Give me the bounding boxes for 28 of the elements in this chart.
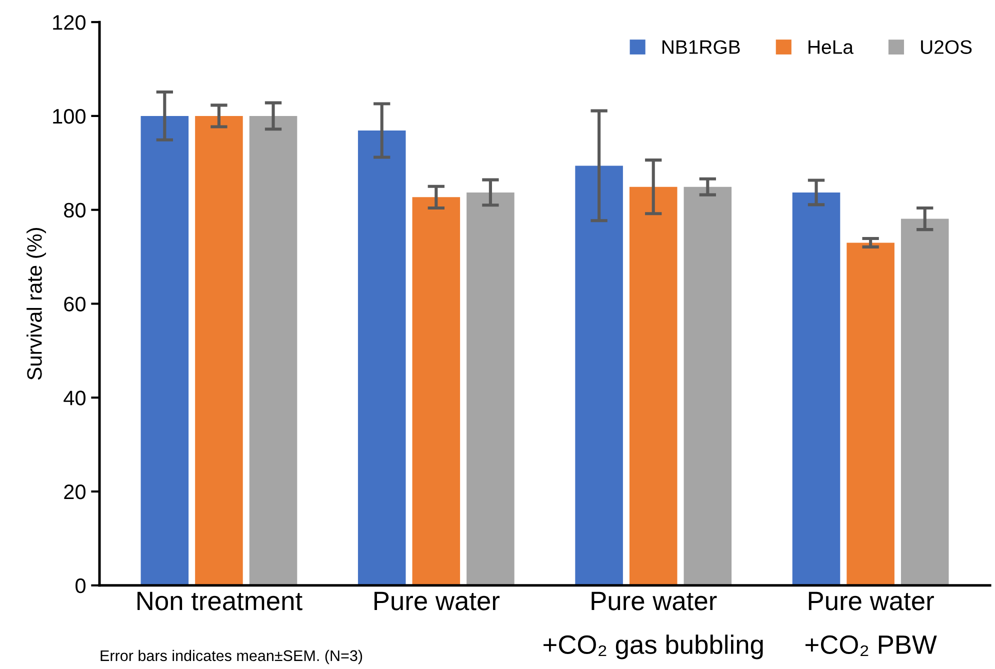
y-tick-label: 20 — [64, 484, 86, 500]
bar — [249, 116, 298, 586]
legend-label: U2OS — [921, 40, 972, 54]
y-tick-label: 0 — [76, 578, 86, 594]
y-tick-label: 80 — [64, 202, 86, 218]
bar — [900, 218, 949, 586]
x-tick-label: Pure water — [374, 592, 500, 610]
y-tick-label: 60 — [64, 296, 86, 312]
bar — [684, 186, 732, 586]
y-tick-label: 100 — [53, 108, 86, 124]
y-tick-label: 40 — [64, 390, 86, 406]
bar — [846, 242, 894, 586]
legend-label: NB1RGB — [662, 40, 740, 54]
bar — [466, 192, 514, 586]
x-tick-label: Pure water +CO₂ PBW — [806, 592, 937, 656]
x-tick-label: Non treatment — [138, 592, 302, 610]
bar — [195, 116, 243, 586]
legend-label: HeLa — [808, 40, 854, 54]
bar — [792, 192, 840, 586]
bar — [358, 130, 406, 586]
bar — [629, 186, 678, 586]
bar — [575, 166, 623, 586]
y-axis-title: Survival rate (%) — [26, 228, 46, 380]
y-tick-label: 120 — [53, 15, 86, 30]
text: Error bars indicates mean±SEM. (N=3) — [100, 650, 362, 664]
bar — [140, 116, 189, 586]
bar — [412, 197, 460, 586]
x-tick-label: Pure water +CO₂ gas bubbling — [544, 592, 763, 660]
